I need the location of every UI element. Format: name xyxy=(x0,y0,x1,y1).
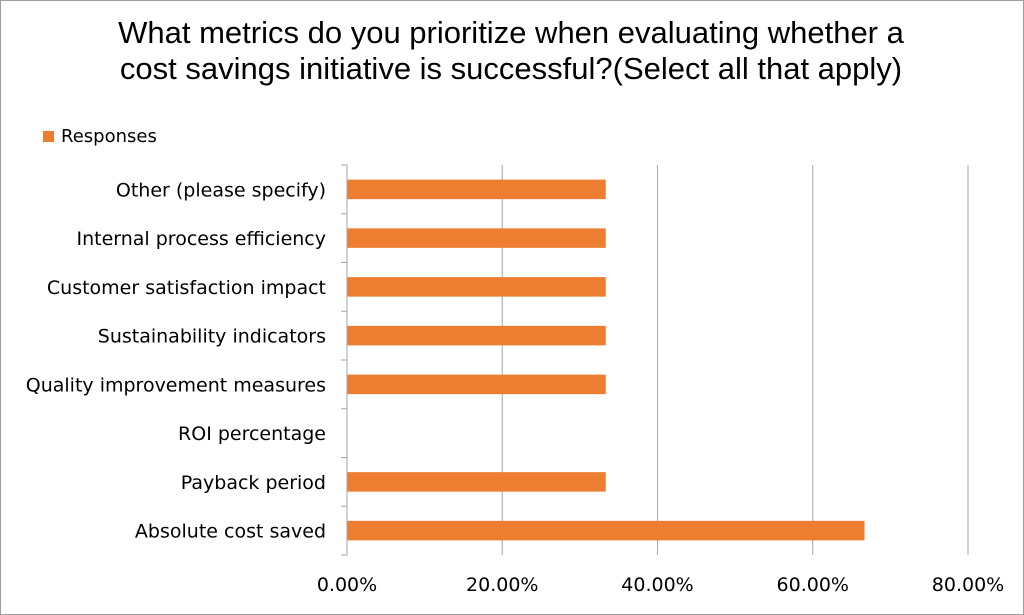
chart-title: What metrics do you prioritize when eval… xyxy=(118,15,904,86)
legend-swatch xyxy=(43,131,54,142)
bar xyxy=(347,277,606,297)
x-tick-label: 60.00% xyxy=(777,574,849,596)
x-tick-label: 0.00% xyxy=(317,574,377,596)
x-tick-label: 80.00% xyxy=(932,574,1004,596)
legend-label: Responses xyxy=(61,126,157,147)
bar xyxy=(347,228,606,248)
category-label: Internal process efficiency xyxy=(76,228,326,250)
x-tick-label: 20.00% xyxy=(466,574,538,596)
legend: Responses xyxy=(43,126,157,147)
bar xyxy=(347,520,865,541)
bar xyxy=(347,325,606,346)
category-label: Payback period xyxy=(181,472,326,494)
bar xyxy=(347,374,606,395)
category-label: Quality improvement measures xyxy=(26,374,326,396)
x-tick-label: 40.00% xyxy=(621,574,693,596)
category-label: Sustainability indicators xyxy=(98,326,326,348)
bar xyxy=(347,472,606,492)
category-label: Customer satisfaction impact xyxy=(47,277,326,299)
bar xyxy=(347,179,606,200)
category-label: ROI percentage xyxy=(178,423,326,445)
category-label: Other (please specify) xyxy=(116,179,326,201)
category-label: Absolute cost saved xyxy=(135,521,326,543)
